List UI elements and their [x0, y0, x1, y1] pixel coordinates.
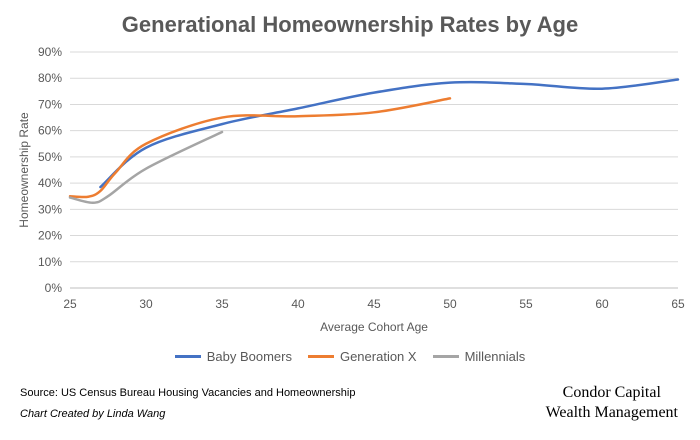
chart-credit: Chart Created by Linda Wang [20, 408, 166, 420]
legend-swatch [307, 355, 334, 358]
x-tick-label: 30 [139, 297, 153, 311]
x-tick-label: 65 [671, 297, 685, 311]
legend-item-millennials: Millennials [432, 349, 526, 364]
legend-label: Generation X [339, 349, 417, 364]
x-tick-label: 45 [367, 297, 381, 311]
y-tick-label: 50% [38, 150, 62, 164]
x-axis-title: Average Cohort Age [320, 320, 428, 334]
y-tick-label: 0% [45, 281, 63, 295]
legend: Baby Boomers Generation X Millennials [0, 349, 700, 364]
x-tick-label: 60 [595, 297, 609, 311]
y-tick-label: 70% [38, 97, 62, 111]
logo-line-1: Condor Capital [562, 384, 661, 401]
gridlines [70, 51, 678, 289]
legend-item-baby-boomers: Baby Boomers [174, 349, 292, 364]
x-tick-label: 50 [443, 297, 457, 311]
y-tick-label: 90% [38, 45, 62, 59]
source-note: Source: US Census Bureau Housing Vacanci… [20, 387, 356, 399]
company-logo-text: Condor Capital Wealth Management [546, 383, 678, 423]
x-tick-label: 55 [519, 297, 533, 311]
y-tick-label: 40% [38, 176, 62, 190]
legend-swatch [432, 355, 459, 358]
y-tick-label: 60% [38, 124, 62, 138]
legend-item-generation-x: Generation X [307, 349, 417, 364]
x-tick-label: 25 [63, 297, 77, 311]
legend-swatch [174, 355, 201, 358]
logo-line-2: Wealth Management [545, 404, 678, 421]
legend-label: Baby Boomers [206, 349, 292, 364]
y-axis-title: Homeownership Rate [17, 112, 31, 228]
legend-label: Millennials [464, 349, 526, 364]
x-tick-label: 35 [215, 297, 229, 311]
y-tick-label: 20% [38, 229, 62, 243]
y-tick-labels: 0% 10% 20% 30% 40% 50% 60% 70% 80% 90% [38, 45, 62, 295]
series-line-baby-boomers [99, 78, 680, 189]
y-tick-label: 30% [38, 202, 62, 216]
series-lines [68, 78, 680, 205]
y-tick-label: 80% [38, 71, 62, 85]
y-tick-label: 10% [38, 255, 62, 269]
x-tick-label: 40 [291, 297, 305, 311]
chart-title: Generational Homeownership Rates by Age [121, 12, 579, 37]
series-line-generation-x [68, 97, 452, 199]
series-line-millennials [68, 130, 224, 205]
x-tick-labels: 25 30 35 40 45 50 55 60 65 [63, 297, 685, 311]
